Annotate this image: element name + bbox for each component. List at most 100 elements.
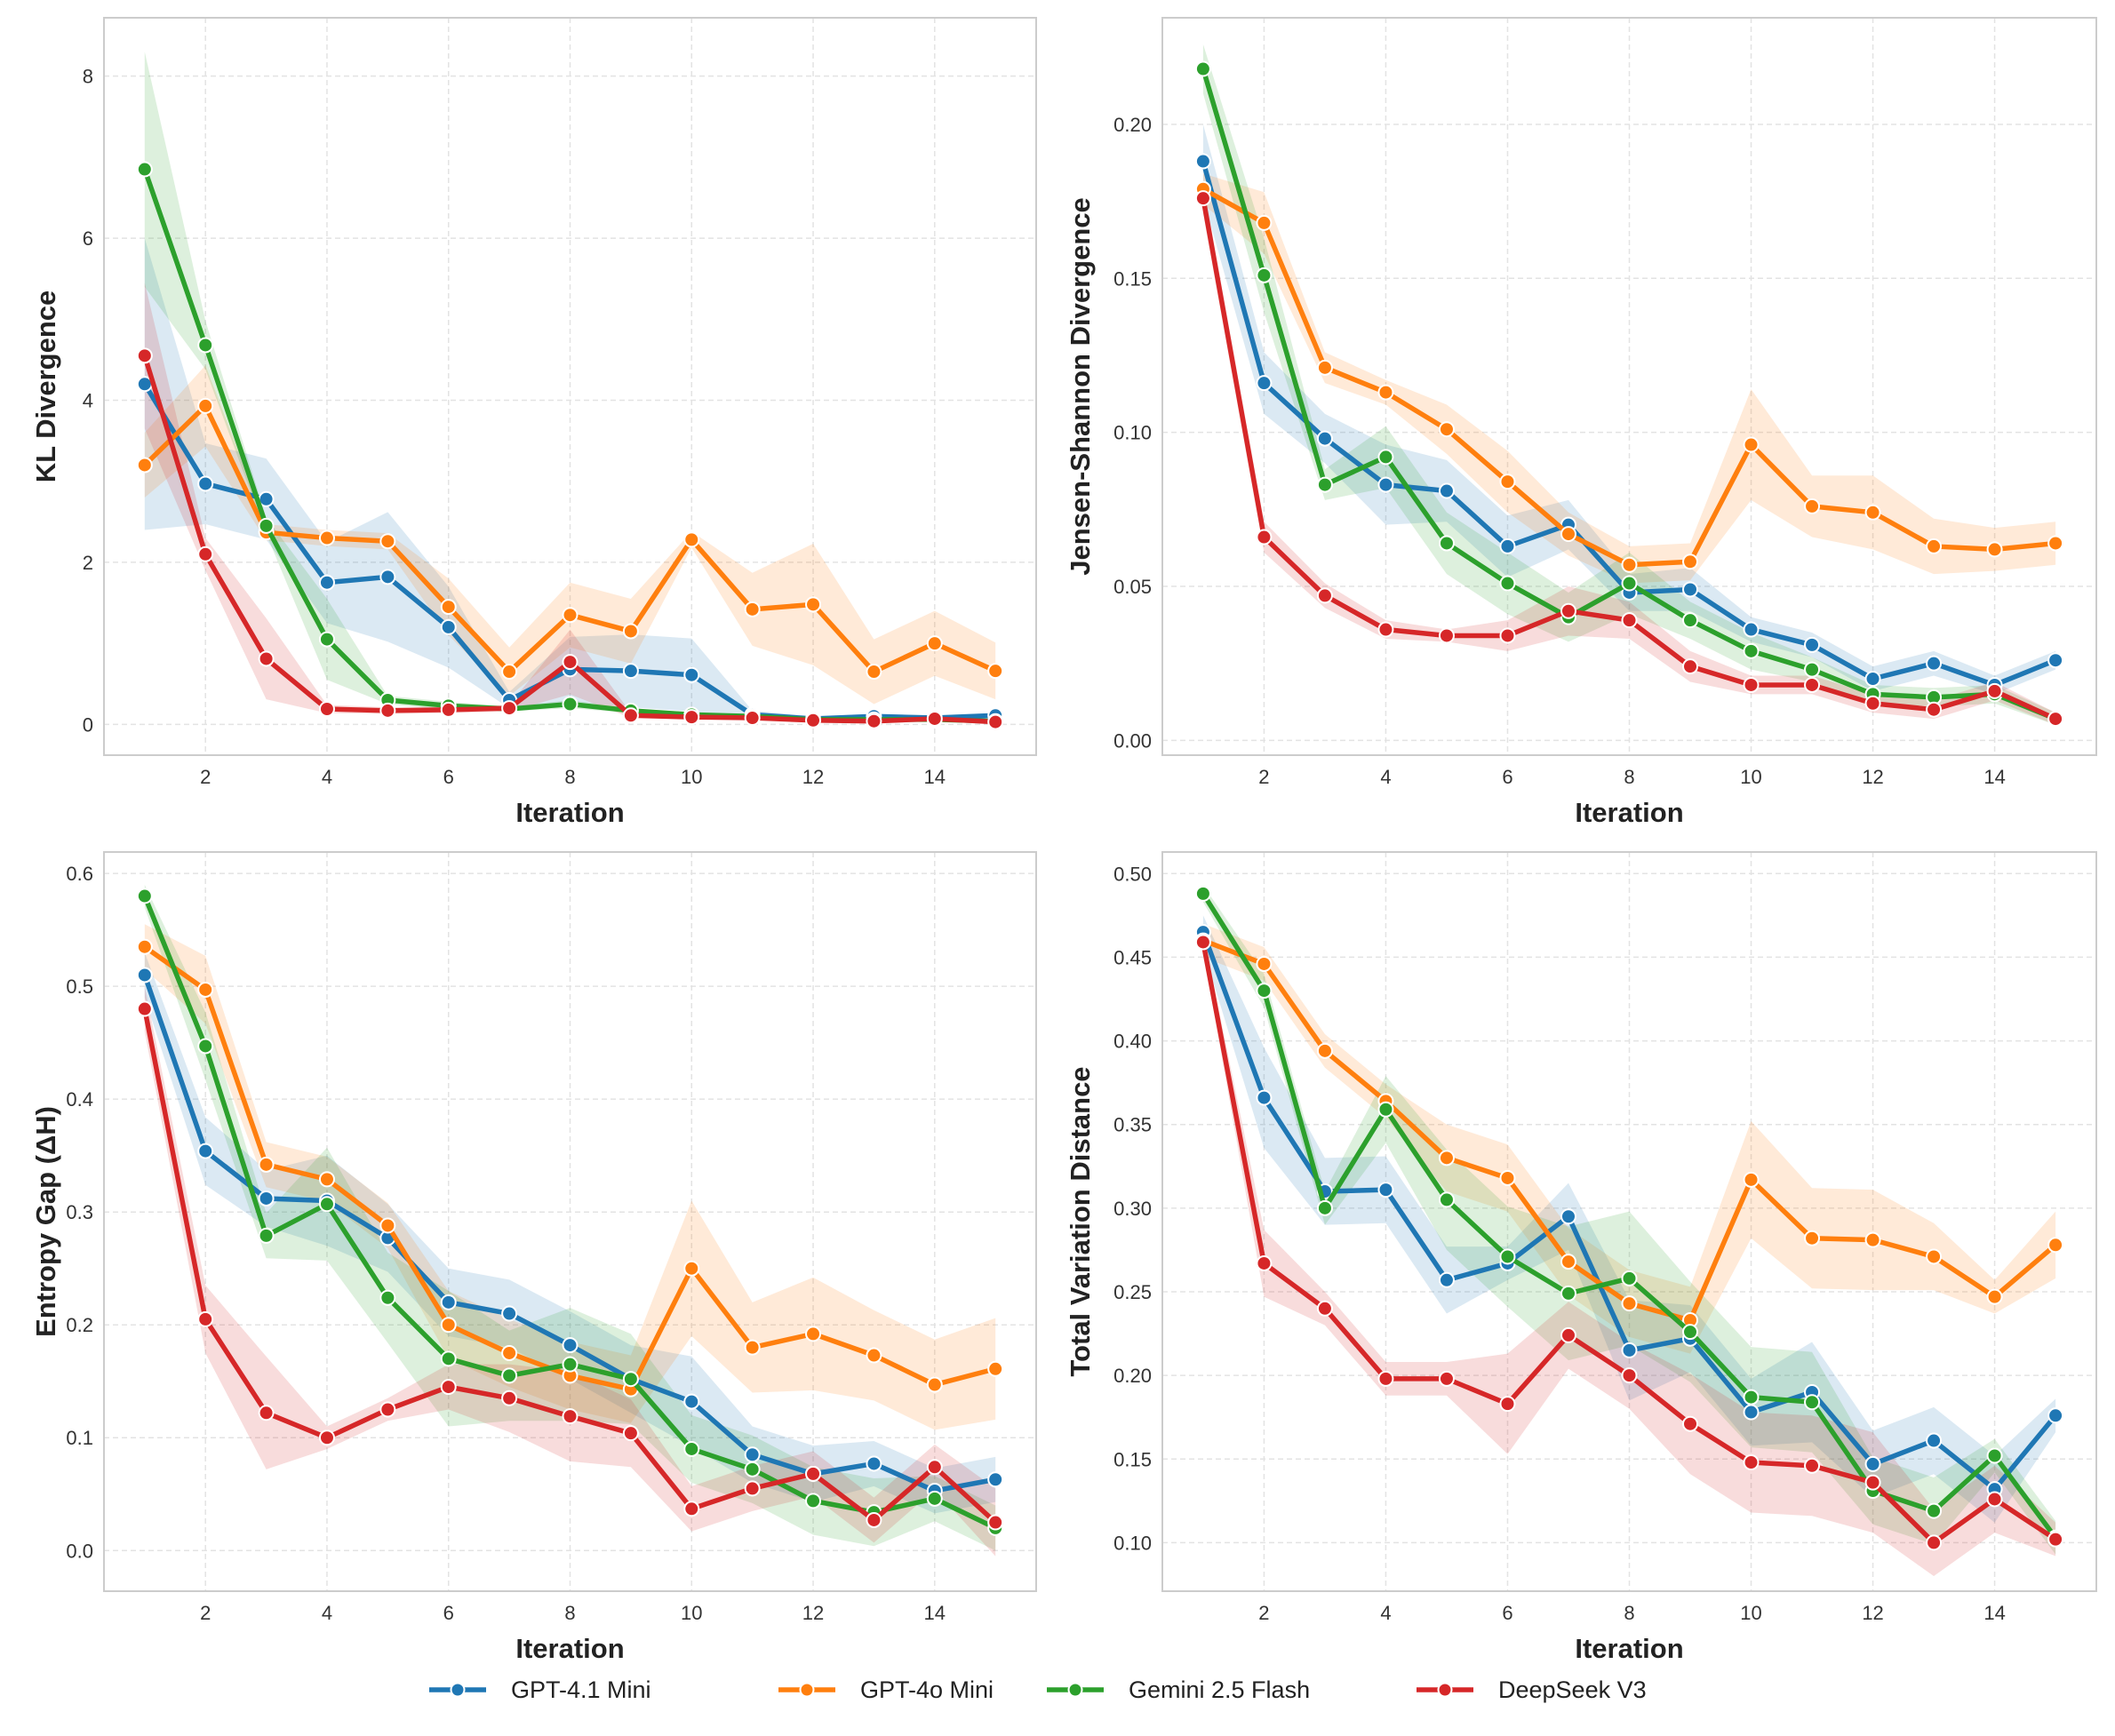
data-point	[622, 663, 639, 680]
data-point	[1256, 955, 1273, 972]
data-point	[1926, 538, 1943, 554]
y-tick-label: 0.6	[66, 863, 93, 885]
data-point	[197, 475, 214, 492]
data-point	[1986, 682, 2003, 699]
y-tick-label: 0.3	[66, 1201, 93, 1223]
x-tick-label: 12	[1862, 766, 1883, 788]
data-point	[1316, 359, 1333, 376]
data-point	[379, 1401, 396, 1418]
x-tick-label: 4	[1380, 1602, 1391, 1624]
x-tick-label: 12	[1862, 1602, 1883, 1624]
data-point	[1256, 1089, 1273, 1106]
panel-3: 2 4 6 8 10 12 14 0.0 0.1 0.2 0.3 0.4 0.5 0.6 Iteration…	[30, 851, 1037, 1664]
data-point	[1682, 581, 1699, 598]
x-tick-label: 6	[443, 1602, 454, 1624]
data-point	[1316, 1042, 1333, 1059]
y-tick-label: 0.35	[1113, 1114, 1152, 1136]
data-point	[1804, 1230, 1821, 1246]
data-point	[2047, 535, 2064, 552]
confidence-band	[1202, 915, 2056, 1523]
data-point	[379, 1217, 396, 1234]
data-point	[562, 1337, 579, 1354]
confidence-band	[144, 924, 996, 1430]
data-point	[1560, 526, 1576, 543]
data-point	[866, 664, 882, 681]
data-point	[1986, 1447, 2003, 1464]
y-axis-label: KL Divergence	[30, 291, 61, 483]
data-point	[1804, 661, 1821, 678]
y-tick-label: 0.50	[1113, 863, 1152, 885]
data-point	[805, 1493, 822, 1509]
data-point	[1743, 1171, 1760, 1188]
data-point	[1926, 1432, 1943, 1449]
confidence-band	[1202, 173, 2056, 584]
data-point	[1438, 627, 1455, 644]
x-tick-label: 6	[1502, 766, 1512, 788]
data-point	[1560, 1326, 1576, 1343]
data-point	[2047, 1237, 2064, 1254]
data-point	[1926, 701, 1943, 718]
y-axis-label: Entropy Gap (ΔH)	[30, 1106, 61, 1337]
x-tick-label: 6	[443, 766, 454, 788]
data-point	[136, 457, 153, 474]
legend: GPT-4.1 Mini GPT-4o Mini Gemini 2.5 Flash D…	[429, 1676, 1647, 1703]
data-point	[379, 569, 396, 585]
x-axis-label: Iteration	[515, 1633, 624, 1664]
data-point	[1438, 535, 1455, 552]
data-point	[258, 1227, 275, 1244]
data-point	[987, 663, 1004, 680]
data-point	[987, 1514, 1004, 1531]
y-tick-label: 0.5	[66, 976, 93, 998]
y-tick-label: 0.1	[66, 1427, 93, 1449]
data-point	[318, 1171, 335, 1188]
legend-label: GPT-4.1 Mini	[511, 1676, 651, 1703]
x-tick-label: 8	[1624, 766, 1634, 788]
legend-marker	[1437, 1682, 1453, 1698]
data-point	[683, 1501, 700, 1517]
data-point	[1804, 1394, 1821, 1411]
x-tick-label: 2	[200, 766, 211, 788]
x-tick-label: 14	[924, 766, 946, 788]
data-point	[1621, 1270, 1638, 1286]
data-point	[440, 618, 457, 635]
data-point	[1194, 885, 1211, 902]
data-point	[1682, 612, 1699, 629]
data-point	[683, 531, 700, 548]
data-point	[1743, 436, 1760, 453]
data-point	[1743, 621, 1760, 638]
y-tick-label: 0.4	[66, 1088, 93, 1111]
data-point	[744, 1461, 761, 1477]
data-point	[987, 1360, 1004, 1377]
data-point	[440, 1317, 457, 1334]
axes-frame	[1161, 851, 2097, 1592]
data-point	[2047, 1407, 2064, 1424]
confidence-band	[1202, 923, 2056, 1354]
data-point	[744, 601, 761, 617]
series-gpt-4o-mini	[136, 397, 1004, 681]
data-point	[805, 596, 822, 613]
y-axis-label: Total Variation Distance	[1065, 1066, 1096, 1376]
y-tick-label: 0.30	[1113, 1198, 1152, 1220]
data-point	[197, 1310, 214, 1327]
legend-marker	[450, 1682, 466, 1698]
data-point	[1621, 1342, 1638, 1358]
data-point	[258, 1405, 275, 1421]
data-point	[926, 635, 943, 652]
series-deepseek-v3	[136, 347, 1004, 730]
data-point	[1316, 587, 1333, 604]
confidence-band	[144, 238, 996, 721]
data-point	[1986, 1491, 2003, 1508]
axes-frame	[1161, 17, 2097, 756]
data-point	[136, 938, 153, 955]
data-point	[318, 631, 335, 648]
data-point	[1864, 695, 1881, 712]
data-point	[1377, 1370, 1394, 1387]
data-point	[258, 650, 275, 667]
data-point	[1621, 612, 1638, 629]
series-deepseek-v3	[1194, 190, 2064, 728]
y-tick-label: 0.20	[1113, 114, 1152, 136]
data-point	[866, 1511, 882, 1528]
data-point	[379, 702, 396, 719]
data-point	[1256, 529, 1273, 545]
data-point	[1377, 621, 1394, 638]
